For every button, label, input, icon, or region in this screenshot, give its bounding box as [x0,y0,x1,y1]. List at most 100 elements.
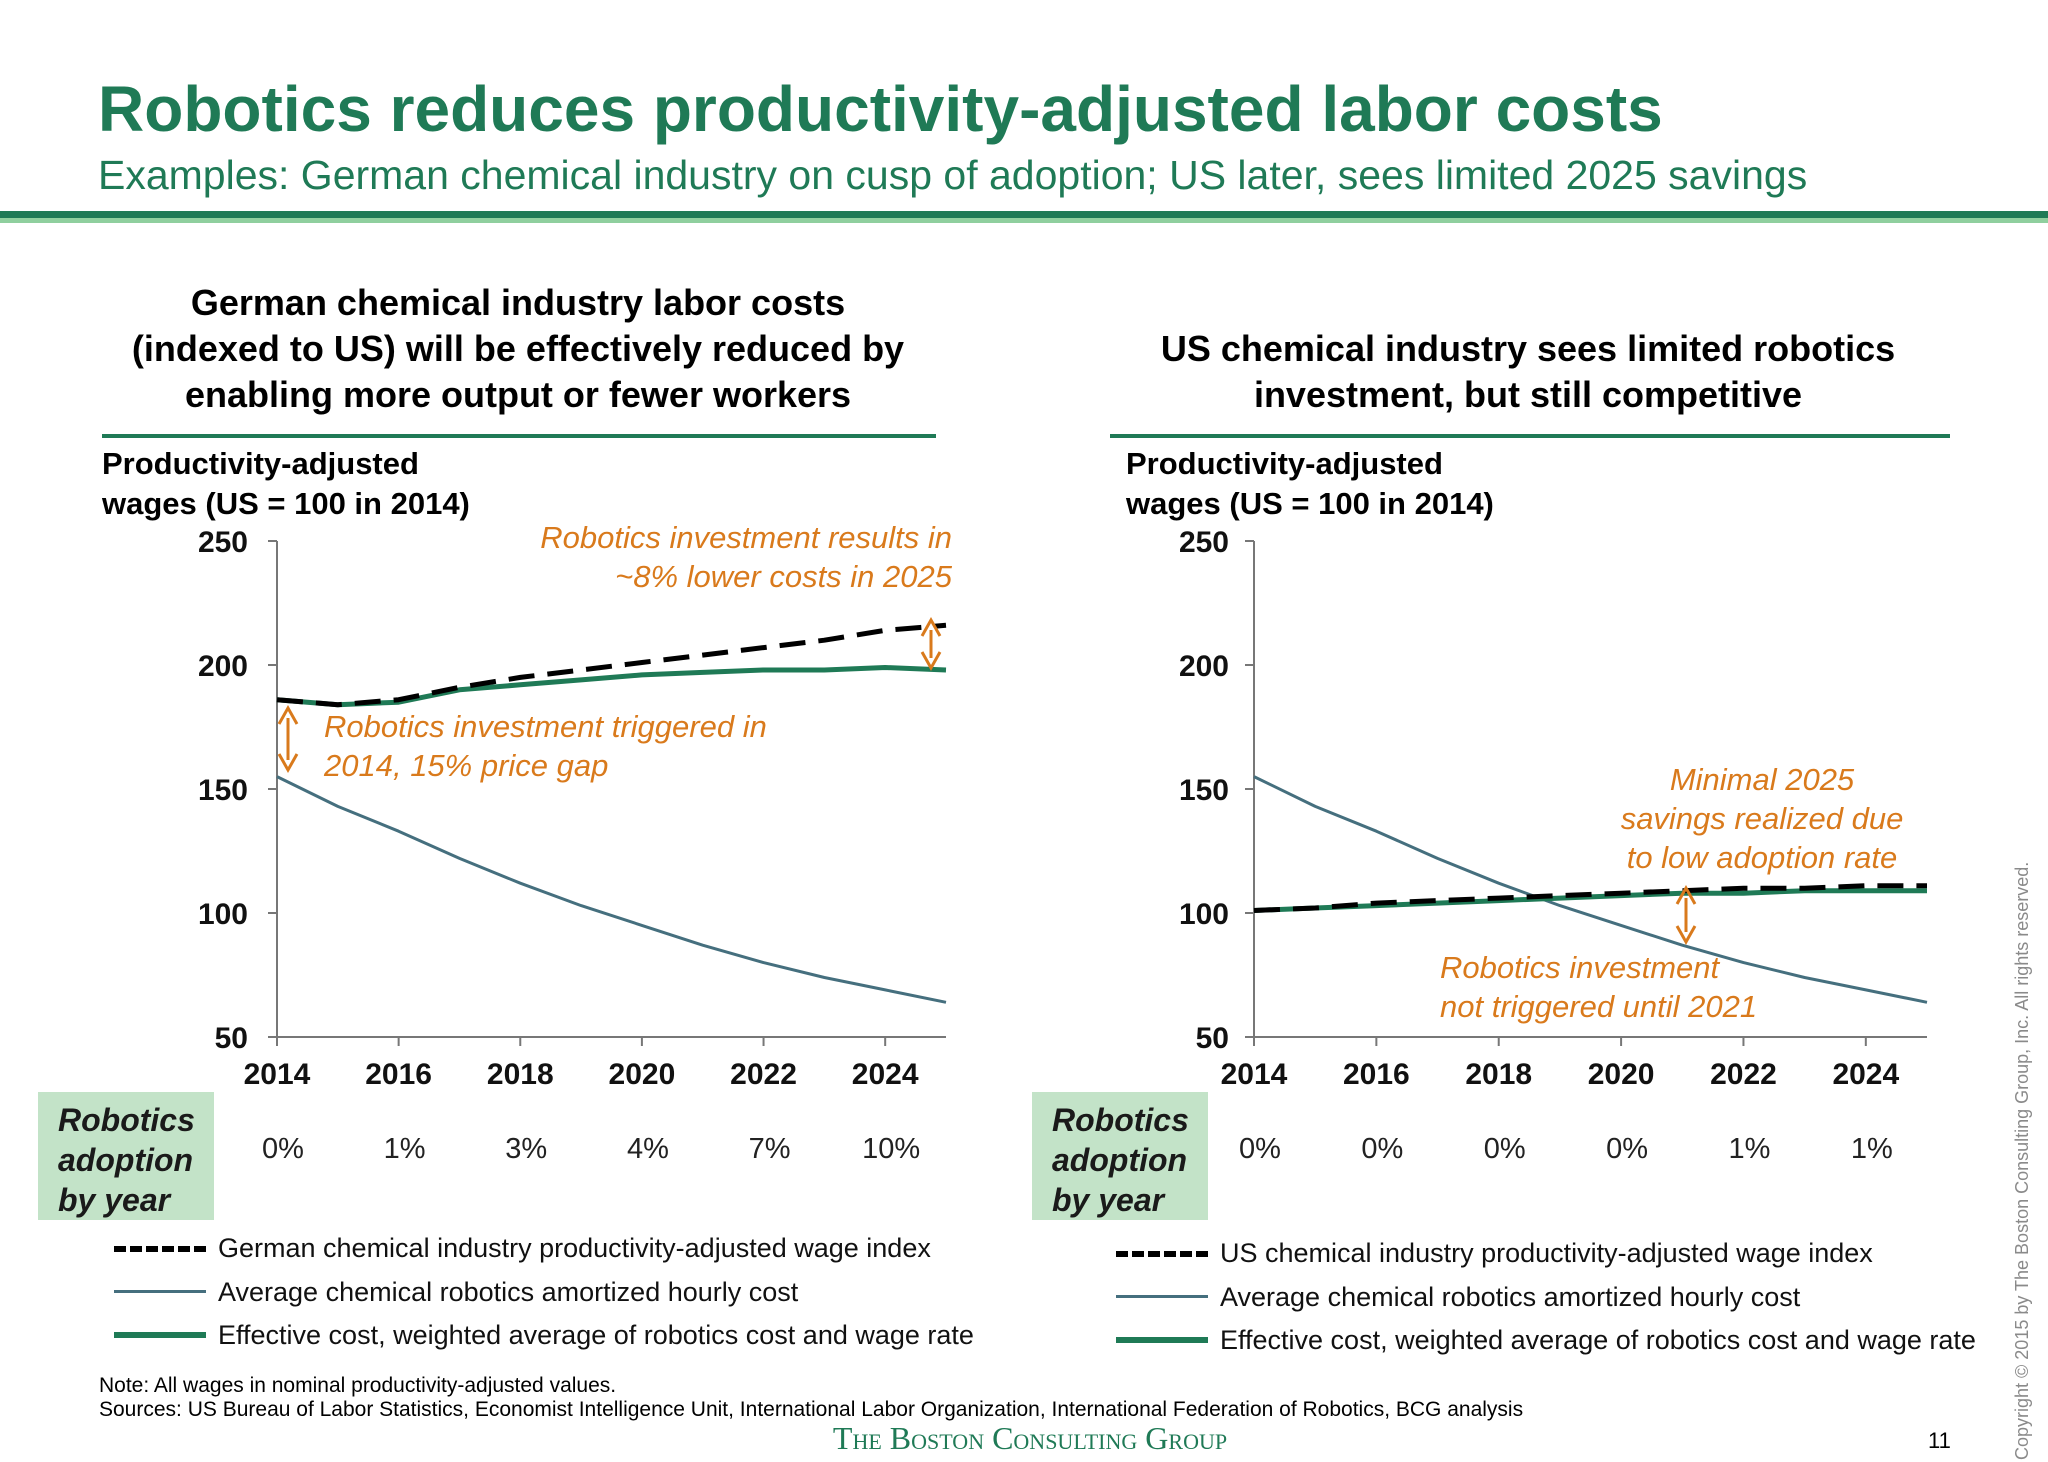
y-tick-label: 100 [198,898,248,931]
page-title: Robotics reduces productivity-adjusted l… [98,73,1663,145]
x-tick-label: 2020 [1588,1058,1655,1091]
adoption-value: 1% [1728,1133,1770,1165]
right-panel-title-line: US chemical industry sees limited roboti… [1160,328,1896,369]
left-panel-title: German chemical industry labor costs (in… [98,280,938,418]
adoption-label-line: by year [58,1182,171,1218]
right-panel-rule [1110,434,1950,438]
brand-logo: The Boston Consulting Group [832,1420,1228,1456]
annotation-right-not-triggered: Robotics investment not triggered until 2… [1440,950,1757,1024]
annotation-line: savings realized due [1621,801,1904,836]
page-subtitle: Examples: German chemical industry on cu… [98,152,1808,198]
series-line-wage-index [276,622,947,708]
legend-item-robotics-cost: Average chemical robotics amortized hour… [1220,1282,1801,1312]
adoption-value: 3% [505,1133,547,1165]
adoption-value: 7% [749,1133,791,1165]
y-axis-label-line: wages (US = 100 in 2014) [1126,486,1494,521]
arrow-minimal-head-bottom [1675,925,1697,946]
adoption-label-line: by year [1052,1182,1165,1218]
annotation-line: to low adoption rate [1627,840,1898,875]
annotation-line: Minimal 2025 [1670,762,1855,797]
adoption-value: 0% [1606,1133,1648,1165]
adoption-value: 0% [1484,1133,1526,1165]
legend-swatch-effective-cost [1116,1337,1208,1343]
x-tick-label: 2014 [1221,1058,1288,1091]
x-tick-label: 2016 [1343,1058,1410,1091]
annotation-right-minimal: Minimal 2025 savings realized due to low a… [1621,762,1904,946]
legend-swatch-wage-index [1116,1251,1208,1257]
x-tick-label: 2024 [1832,1058,1899,1091]
arrow-price-gap-head-top [277,704,299,725]
x-tick-label: 2022 [730,1058,797,1091]
adoption-label-line: adoption [58,1142,194,1178]
y-tick-label: 250 [198,526,248,559]
left-chart: 50 100 150 200 250 2014 2016 2018 2020 2022 2024 0%… [198,526,947,1165]
adoption-value: 10% [862,1133,920,1165]
legend-item-wage-index: German chemical industry productivity-ad… [218,1233,931,1263]
legend-swatch-robotics-cost [1116,1295,1208,1298]
x-tick-label: 2020 [609,1058,676,1091]
right-y-axis-label: Productivity-adjusted wages (US = 100 in… [1126,444,1494,524]
header-rule-accent [0,218,2048,223]
annotation-line: ~8% lower costs in 2025 [615,559,953,594]
y-tick-label: 250 [1179,526,1229,559]
adoption-value: 0% [262,1133,304,1165]
annotation-line: not triggered until 2021 [1440,989,1757,1024]
footnote: Note: All wages in nominal productivity-… [99,1374,617,1397]
adoption-value: 0% [1361,1133,1403,1165]
series-line-effective-cost [276,665,947,708]
adoption-label-line: Robotics [1052,1102,1189,1138]
x-tick-label: 2014 [244,1058,311,1091]
x-tick-label: 2024 [852,1058,919,1091]
x-tick-label: 2018 [487,1058,554,1091]
sources-note: Sources: US Bureau of Labor Statistics, … [99,1398,1524,1421]
right-adoption-box [1032,1092,1208,1220]
copyright-notice: Copyright © 2015 by The Boston Consultin… [2012,861,2032,1460]
header-rule [0,211,2048,218]
adoption-value: 4% [627,1133,669,1165]
y-tick-label: 150 [198,774,248,807]
series-line-robotics-cost [276,775,947,1004]
y-axis-label-line: Productivity-adjusted [1126,446,1443,481]
left-y-axis-label: Productivity-adjusted wages (US = 100 in… [102,444,470,524]
arrow-minimal-head-top [1675,884,1697,905]
y-tick-label: 150 [1179,774,1229,807]
left-panel-title-line: (indexed to US) will be effectively redu… [131,328,905,369]
legend-swatch-wage-index [114,1246,206,1252]
legend-item-effective-cost: Effective cost, weighted average of robo… [218,1320,974,1350]
y-tick-label: 200 [1179,650,1229,683]
left-adoption-label: Robotics adoption by year [58,1100,195,1220]
annotation-line: Robotics investment [1440,950,1721,985]
annotation-line: 2014, 15% price gap [323,748,608,783]
legend-item-effective-cost: Effective cost, weighted average of robo… [1220,1325,1976,1355]
arrow-savings-head-bottom [920,651,942,672]
y-tick-label: 200 [198,650,248,683]
annotation-line: Robotics investment triggered in [324,709,767,744]
adoption-value: 1% [384,1133,426,1165]
series-line-wage-index [1253,883,1927,913]
adoption-label-line: Robotics [58,1102,195,1138]
x-tick-label: 2018 [1465,1058,1532,1091]
left-panel-title-line: enabling more output or fewer workers [184,374,852,415]
right-chart: 50 100 150 200 250 2014 2016 2018 2020 2022 2024 0%… [1179,526,1928,1165]
legend-item-robotics-cost: Average chemical robotics amortized hour… [218,1277,799,1307]
x-tick-label: 2022 [1710,1058,1777,1091]
arrow-savings-head-top [920,616,942,637]
arrow-price-gap-head-bottom [277,753,299,774]
page-number: 11 [1928,1428,1951,1453]
annotation-line: Robotics investment results in [540,520,952,555]
adoption-value: 0% [1239,1133,1281,1165]
series-line-robotics-cost [1253,775,1928,1004]
right-panel-title-line: investment, but still competitive [1253,374,1803,415]
y-axis-label-line: Productivity-adjusted [102,446,419,481]
y-axis-label-line: wages (US = 100 in 2014) [102,486,470,521]
left-panel-title-line: German chemical industry labor costs [190,282,846,323]
left-adoption-box [38,1092,214,1220]
y-tick-label: 100 [1179,898,1229,931]
right-adoption-label: Robotics adoption by year [1052,1100,1189,1220]
right-panel-title: US chemical industry sees limited roboti… [1108,326,1948,418]
annotation-left-trigger: Robotics investment triggered in 2014, 15… [277,704,767,783]
legend-swatch-effective-cost [114,1332,206,1338]
adoption-label-line: adoption [1052,1142,1188,1178]
adoption-value: 1% [1851,1133,1893,1165]
